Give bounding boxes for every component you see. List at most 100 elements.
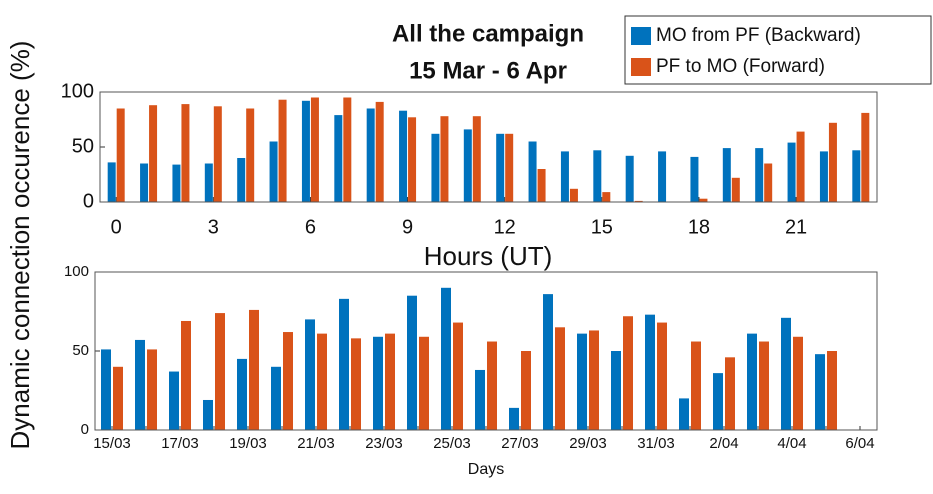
x-tick-label: 15/03 <box>93 435 131 452</box>
bar <box>116 108 125 202</box>
bar <box>852 150 861 202</box>
y-tick-label: 0 <box>81 421 89 438</box>
bar <box>203 399 213 430</box>
x-tick-label: 12 <box>494 216 516 238</box>
chart-title: All the campaign <box>392 20 584 47</box>
bar <box>819 151 828 202</box>
plot-frame <box>94 271 878 431</box>
bar <box>509 407 519 430</box>
bar <box>343 97 352 202</box>
plot-frame <box>99 91 878 203</box>
bar <box>679 398 689 430</box>
bar <box>472 116 481 202</box>
bar <box>408 117 417 202</box>
bar <box>781 317 791 430</box>
legend-label: MO from PF (Backward) <box>656 25 861 46</box>
x-tick-label: 6/04 <box>845 435 874 452</box>
x-tick-label: 17/03 <box>161 435 199 452</box>
bar <box>827 351 837 430</box>
bar <box>577 333 587 430</box>
bar <box>278 99 287 202</box>
bar <box>611 351 621 430</box>
bar <box>755 148 764 202</box>
bar <box>301 100 310 202</box>
y-tick-label: 0 <box>83 190 94 212</box>
bar <box>731 177 740 202</box>
bar <box>375 101 384 202</box>
bar <box>623 316 633 430</box>
bar <box>334 115 343 202</box>
bar <box>475 369 485 430</box>
bar <box>569 188 578 202</box>
bar <box>113 366 123 430</box>
bar <box>169 371 179 430</box>
bar <box>815 354 825 430</box>
bar <box>787 142 796 202</box>
x-tick-label: 15 <box>591 216 613 238</box>
legend-box <box>624 15 932 85</box>
bar <box>149 105 158 202</box>
x-tick-label: 4/04 <box>777 435 806 452</box>
bar <box>181 104 190 202</box>
bar <box>560 151 569 202</box>
bar <box>431 133 440 202</box>
bar <box>140 163 149 202</box>
bar <box>399 110 408 202</box>
bar <box>528 141 537 202</box>
bar <box>796 131 805 202</box>
bar <box>204 163 213 202</box>
x-axis-label: Hours (UT) <box>424 241 553 271</box>
bar <box>793 336 803 430</box>
bar <box>713 373 723 430</box>
x-tick-label: 18 <box>688 216 710 238</box>
bar <box>634 200 643 202</box>
bar <box>521 351 531 430</box>
bar <box>147 349 157 430</box>
bar <box>645 314 655 430</box>
bar <box>283 332 293 430</box>
bar <box>407 295 417 430</box>
x-tick-label: 3 <box>208 216 219 238</box>
bar <box>453 322 463 430</box>
x-tick-label: 9 <box>402 216 413 238</box>
bar <box>463 129 472 202</box>
bar <box>310 97 319 202</box>
x-tick-label: 0 <box>111 216 122 238</box>
bar <box>213 106 222 202</box>
bar <box>828 122 837 202</box>
y-tick-label: 100 <box>64 263 89 280</box>
x-tick-label: 27/03 <box>501 435 539 452</box>
bar <box>107 162 116 202</box>
bar <box>172 164 181 202</box>
bar <box>271 366 281 430</box>
bar <box>722 148 731 202</box>
bar <box>691 341 701 430</box>
bar <box>366 108 375 202</box>
bar <box>385 333 395 430</box>
bar <box>657 322 667 430</box>
bar <box>101 349 111 430</box>
x-tick-label: 21/03 <box>297 435 335 452</box>
bar <box>690 156 699 202</box>
bar <box>135 339 145 430</box>
x-tick-label: 29/03 <box>569 435 607 452</box>
x-tick-label: 23/03 <box>365 435 403 452</box>
bar <box>505 133 514 202</box>
x-tick-label: 19/03 <box>229 435 267 452</box>
y-tick-label: 100 <box>61 80 94 102</box>
bar <box>419 336 429 430</box>
x-tick-label: 21 <box>785 216 807 238</box>
x-tick-label: 31/03 <box>637 435 675 452</box>
bar <box>593 150 602 202</box>
bar <box>246 108 255 202</box>
bar <box>441 287 451 430</box>
x-tick-label: 25/03 <box>433 435 471 452</box>
bar <box>759 341 769 430</box>
bar <box>555 327 565 430</box>
legend-label: PF to MO (Forward) <box>656 56 825 77</box>
y-tick-label: 50 <box>72 342 89 359</box>
bar <box>305 319 315 430</box>
bar <box>861 112 870 202</box>
